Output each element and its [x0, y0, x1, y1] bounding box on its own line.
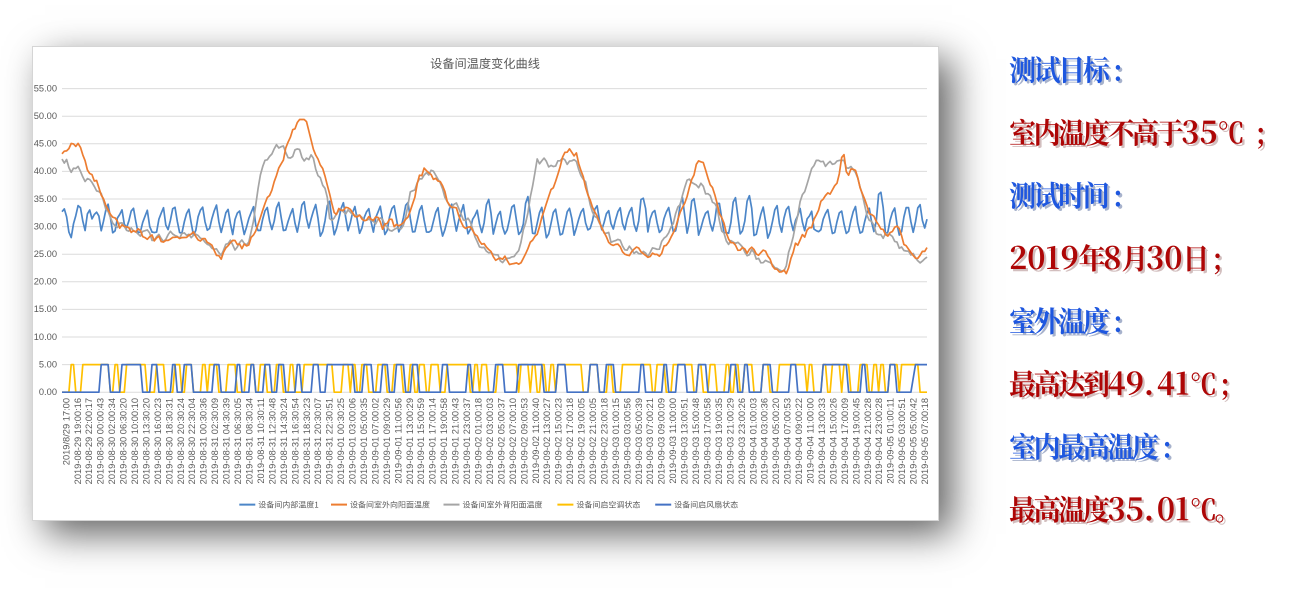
svg-text:2019-09-01 09:00:29: 2019-09-01 09:00:29 — [382, 398, 392, 484]
svg-text:50.00: 50.00 — [34, 111, 57, 121]
svg-text:2019-08-31 04:30:39: 2019-08-31 04:30:39 — [222, 398, 232, 484]
svg-text:2019-09-05 03:00:51: 2019-09-05 03:00:51 — [897, 398, 907, 484]
svg-text:2019-09-02 07:00:10: 2019-09-02 07:00:10 — [508, 398, 518, 484]
svg-text:20.00: 20.00 — [34, 277, 57, 287]
svg-text:2019-09-03 21:00:29: 2019-09-03 21:00:29 — [725, 398, 735, 484]
svg-text:2019-09-04 15:00:26: 2019-09-04 15:00:26 — [828, 398, 838, 484]
svg-text:2019-09-04 09:00:22: 2019-09-04 09:00:22 — [794, 398, 804, 484]
svg-text:0.00: 0.00 — [39, 387, 57, 397]
svg-text:2019-09-03 13:00:51: 2019-09-03 13:00:51 — [680, 398, 690, 484]
svg-text:2019/8/29 17:00: 2019/8/29 17:00 — [61, 398, 71, 465]
svg-text:25.00: 25.00 — [34, 249, 57, 259]
svg-text:2019-08-30 16:00:23: 2019-08-30 16:00:23 — [153, 398, 163, 484]
svg-text:2019-09-02 17:00:18: 2019-09-02 17:00:18 — [565, 398, 575, 484]
svg-text:2019-08-31 00:30:36: 2019-08-31 00:30:36 — [199, 398, 209, 484]
svg-text:2019-08-31 10:30:11: 2019-08-31 10:30:11 — [256, 398, 266, 484]
svg-text:2019-08-30 13:30:20: 2019-08-30 13:30:20 — [141, 398, 151, 484]
svg-text:2019-08-31 12:30:48: 2019-08-31 12:30:48 — [267, 398, 277, 484]
svg-text:2019-09-02 03:00:03: 2019-09-02 03:00:03 — [485, 398, 495, 484]
svg-text:2019-09-02 13:00:27: 2019-09-02 13:00:27 — [542, 398, 552, 484]
svg-text:2019-09-02 19:00:05: 2019-09-02 19:00:05 — [577, 398, 587, 484]
svg-text:2019-09-05 07:00:18: 2019-09-05 07:00:18 — [920, 398, 930, 484]
svg-text:2019-08-31 06:30:05: 2019-08-31 06:30:05 — [233, 398, 243, 484]
svg-text:2019-09-04 07:00:53: 2019-09-04 07:00:53 — [783, 398, 793, 484]
svg-text:2019-09-01 15:00:59: 2019-09-01 15:00:59 — [416, 398, 426, 484]
svg-text:2019-09-01 13:00:29: 2019-09-01 13:00:29 — [405, 398, 415, 484]
svg-text:2019-08-30 20:30:24: 2019-08-30 20:30:24 — [176, 398, 186, 484]
svg-text:2019-09-03 07:00:21: 2019-09-03 07:00:21 — [645, 398, 655, 484]
svg-text:2019-09-01 05:00:35: 2019-09-01 05:00:35 — [359, 398, 369, 484]
svg-text:2019-08-30 06:30:20: 2019-08-30 06:30:20 — [119, 398, 129, 484]
svg-text:40.00: 40.00 — [34, 166, 57, 176]
svg-text:2019-09-01 17:00:14: 2019-09-01 17:00:14 — [428, 398, 438, 484]
svg-text:2019-09-04 19:00:45: 2019-09-04 19:00:45 — [851, 398, 861, 484]
svg-text:2019-09-01 11:00:56: 2019-09-01 11:00:56 — [393, 398, 403, 484]
svg-text:2019-09-03 17:00:58: 2019-09-03 17:00:58 — [703, 398, 713, 484]
svg-text:2019-09-04 11:00:00: 2019-09-04 11:00:00 — [806, 398, 816, 484]
svg-text:2019-09-04 03:00:36: 2019-09-04 03:00:36 — [760, 398, 770, 484]
svg-text:2019-09-01 07:00:02: 2019-09-01 07:00:02 — [370, 398, 380, 484]
svg-text:2019-09-04 23:00:28: 2019-09-04 23:00:28 — [874, 398, 884, 484]
svg-text:2019-08-30 00:00:43: 2019-08-30 00:00:43 — [96, 398, 106, 484]
svg-text:2019-08-31 20:30:07: 2019-08-31 20:30:07 — [313, 398, 323, 484]
svg-text:2019-09-03 03:00:56: 2019-09-03 03:00:56 — [622, 398, 632, 484]
svg-text:2019-09-01 23:00:37: 2019-09-01 23:00:37 — [462, 398, 472, 484]
svg-text:2019-09-03 11:00:00: 2019-09-03 11:00:00 — [668, 398, 678, 484]
svg-text:2019-09-05 01:00:11: 2019-09-05 01:00:11 — [886, 398, 896, 484]
svg-text:2019-09-02 01:00:18: 2019-09-02 01:00:18 — [474, 398, 484, 484]
svg-text:2019-09-02 11:00:40: 2019-09-02 11:00:40 — [531, 398, 541, 484]
svg-text:2019-09-01 21:00:43: 2019-09-01 21:00:43 — [451, 398, 461, 484]
svg-text:2019-08-31 22:30:51: 2019-08-31 22:30:51 — [325, 398, 335, 484]
svg-text:2019-09-02 05:00:37: 2019-09-02 05:00:37 — [496, 398, 506, 484]
svg-text:35.00: 35.00 — [34, 194, 57, 204]
svg-text:2019-09-02 21:00:05: 2019-09-02 21:00:05 — [588, 398, 598, 484]
svg-text:2019-09-01 19:00:58: 2019-09-01 19:00:58 — [439, 398, 449, 484]
svg-text:2019-09-04 13:00:33: 2019-09-04 13:00:33 — [817, 398, 827, 484]
svg-text:2019-08-30 22:30:04: 2019-08-30 22:30:04 — [187, 398, 197, 484]
svg-text:2019-09-04 17:00:09: 2019-09-04 17:00:09 — [840, 398, 850, 484]
svg-text:2019-08-29 22:00:17: 2019-08-29 22:00:17 — [84, 398, 94, 484]
svg-text:2019-09-02 23:00:18: 2019-09-02 23:00:18 — [599, 398, 609, 484]
svg-text:15.00: 15.00 — [34, 304, 57, 314]
svg-text:2019-09-03 19:00:35: 2019-09-03 19:00:35 — [714, 398, 724, 484]
svg-text:2019-09-03 23:00:26: 2019-09-03 23:00:26 — [737, 398, 747, 484]
svg-text:2019-08-31 16:30:54: 2019-08-31 16:30:54 — [290, 398, 300, 484]
svg-text:2019-09-03 15:00:48: 2019-09-03 15:00:48 — [691, 398, 701, 484]
svg-text:2019-09-05 05:00:42: 2019-09-05 05:00:42 — [909, 398, 919, 484]
svg-text:30.00: 30.00 — [34, 221, 57, 231]
svg-text:5.00: 5.00 — [39, 359, 57, 369]
svg-text:2019-08-29 19:00:16: 2019-08-29 19:00:16 — [73, 398, 83, 484]
svg-text:2019-09-04 21:00:28: 2019-09-04 21:00:28 — [863, 398, 873, 484]
svg-text:2019-08-31 08:30:34: 2019-08-31 08:30:34 — [245, 398, 255, 484]
svg-text:2019-09-04 05:00:20: 2019-09-04 05:00:20 — [771, 398, 781, 484]
svg-text:2019-09-01 00:30:25: 2019-09-01 00:30:25 — [336, 398, 346, 484]
svg-text:55.00: 55.00 — [34, 83, 57, 93]
svg-text:2019-09-03 01:00:15: 2019-09-03 01:00:15 — [611, 398, 621, 484]
svg-text:2019-08-30 18:30:31: 2019-08-30 18:30:31 — [164, 398, 174, 484]
svg-text:2019-08-31 02:30:09: 2019-08-31 02:30:09 — [210, 398, 220, 484]
svg-text:2019-09-02 15:00:23: 2019-09-02 15:00:23 — [554, 398, 564, 484]
svg-text:2019-08-30 02:00:34: 2019-08-30 02:00:34 — [107, 398, 117, 484]
svg-text:10.00: 10.00 — [34, 332, 57, 342]
svg-text:2019-09-03 09:00:09: 2019-09-03 09:00:09 — [657, 398, 667, 484]
svg-text:2019-08-31 18:30:23: 2019-08-31 18:30:23 — [302, 398, 312, 484]
svg-text:2019-08-31 14:30:24: 2019-08-31 14:30:24 — [279, 398, 289, 484]
svg-text:2019-08-30 10:00:10: 2019-08-30 10:00:10 — [130, 398, 140, 484]
svg-text:2019-09-04 01:00:03: 2019-09-04 01:00:03 — [748, 398, 758, 484]
svg-text:2019-09-01 03:00:06: 2019-09-01 03:00:06 — [348, 398, 358, 484]
svg-text:45.00: 45.00 — [34, 139, 57, 149]
svg-text:2019-09-02 09:00:53: 2019-09-02 09:00:53 — [519, 398, 529, 484]
svg-text:2019-09-03 05:00:39: 2019-09-03 05:00:39 — [634, 398, 644, 484]
